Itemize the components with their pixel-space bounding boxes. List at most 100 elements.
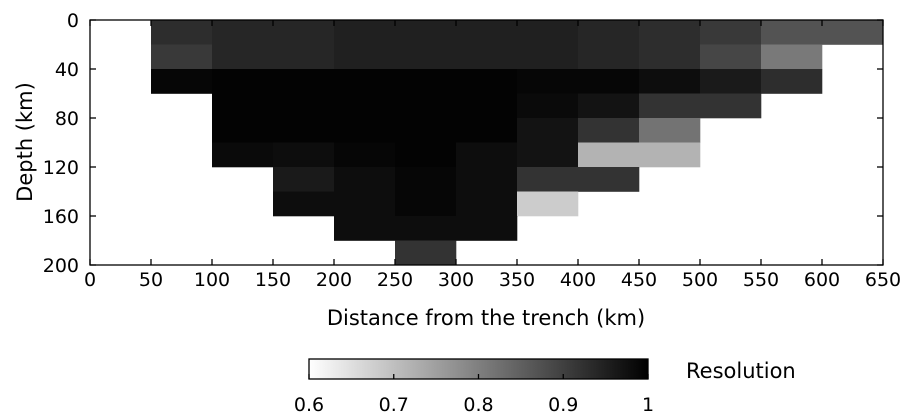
- heatmap-cell: [578, 44, 640, 70]
- colorbar-ticks: 0.6 0.7 0.8 0.9 1: [294, 374, 654, 416]
- heatmap-cell: [334, 167, 396, 192]
- x-tick-label: 650: [865, 269, 901, 291]
- heatmap-cell: [273, 20, 335, 45]
- heatmap-cell: [578, 69, 640, 94]
- plot-frame: [89, 19, 884, 266]
- x-tick-label: 300: [438, 269, 474, 291]
- y-axis-label: Depth (km): [13, 82, 37, 202]
- heatmap-cell: [578, 142, 640, 168]
- heatmap-cell: [151, 44, 213, 70]
- heatmap-cell: [395, 216, 457, 241]
- heatmap-cell: [761, 20, 823, 45]
- heatmap-cell: [639, 118, 701, 143]
- colorbar-tick-label: 0.6: [294, 394, 324, 416]
- heatmap-cell: [517, 191, 579, 217]
- heatmap-cell: [517, 167, 579, 192]
- heatmap-cell: [639, 44, 701, 70]
- heatmap-cell: [334, 93, 396, 119]
- heatmap-cell: [395, 20, 457, 45]
- heatmap-cell: [456, 118, 518, 143]
- heatmap-cell: [700, 69, 762, 94]
- x-tick-label: 450: [621, 269, 657, 291]
- x-tick-label: 550: [743, 269, 779, 291]
- x-tick-label: 600: [804, 269, 840, 291]
- heatmap-cell: [517, 142, 579, 168]
- heatmap-cell: [334, 191, 396, 217]
- y-tick-label: 0: [67, 10, 79, 32]
- heatmap-cell: [578, 93, 640, 119]
- heatmap-cell: [517, 44, 579, 70]
- heatmap-cell: [395, 69, 457, 94]
- heatmap-cell: [517, 69, 579, 94]
- x-tick-label: 500: [682, 269, 718, 291]
- y-tick-label: 80: [55, 108, 79, 130]
- heatmap-cell: [151, 20, 213, 45]
- heatmap-cell: [639, 20, 701, 45]
- heatmap-cell: [578, 167, 640, 192]
- heatmap-cell: [334, 118, 396, 143]
- heatmap-cell: [395, 142, 457, 168]
- y-tick-label: 40: [55, 59, 79, 81]
- heatmap-cell: [700, 93, 762, 119]
- heatmap-cell: [456, 167, 518, 192]
- heatmap-cell: [212, 69, 274, 94]
- x-axis-label: Distance from the trench (km): [327, 306, 645, 330]
- heatmap-cell: [639, 93, 701, 119]
- heatmap-cell: [517, 93, 579, 119]
- heatmap-cell: [639, 69, 701, 94]
- heatmap-cell: [578, 118, 640, 143]
- heatmap-cell: [273, 191, 335, 217]
- heatmap-cell: [334, 216, 396, 241]
- x-tick-label: 150: [255, 269, 291, 291]
- x-tick-label: 50: [139, 269, 163, 291]
- heatmap-cell: [578, 20, 640, 45]
- heatmap-cells: [151, 20, 884, 266]
- heatmap-cell: [395, 191, 457, 217]
- heatmap-cell: [273, 93, 335, 119]
- x-tick-label: 350: [499, 269, 535, 291]
- heatmap-cell: [761, 69, 823, 94]
- heatmap-cell: [334, 69, 396, 94]
- heatmap-cell: [700, 20, 762, 45]
- heatmap-cell: [456, 191, 518, 217]
- heatmap-cell: [212, 20, 274, 45]
- axis-ticks: 0 50 100 150 200 250 300 350 400 450 500 550 600 650 0…: [43, 10, 901, 291]
- heatmap-cell: [212, 44, 274, 70]
- y-tick-label: 200: [43, 255, 79, 277]
- heatmap-cell: [456, 44, 518, 70]
- heatmap-cell: [273, 142, 335, 168]
- heatmap-cell: [761, 44, 823, 70]
- colorbar-tick-label: 0.9: [548, 394, 578, 416]
- heatmap-cell: [212, 142, 274, 168]
- colorbar-label: Resolution: [686, 359, 796, 383]
- heatmap-cell: [212, 93, 274, 119]
- heatmap-cell: [334, 44, 396, 70]
- heatmap-cell: [395, 240, 457, 266]
- heatmap-cell: [517, 20, 579, 45]
- heatmap-cell: [395, 44, 457, 70]
- x-tick-label: 0: [84, 269, 96, 291]
- heatmap-cell: [273, 69, 335, 94]
- heatmap-cell: [273, 167, 335, 192]
- colorbar-tick-label: 1: [642, 394, 654, 416]
- heatmap-cell: [456, 142, 518, 168]
- colorbar-tick-label: 0.8: [463, 394, 493, 416]
- y-tick-label: 160: [43, 206, 79, 228]
- heatmap-cell: [700, 44, 762, 70]
- heatmap-cell: [273, 118, 335, 143]
- heatmap-cell: [456, 93, 518, 119]
- heatmap-cell: [639, 142, 701, 168]
- y-tick-label: 120: [43, 157, 79, 179]
- x-tick-label: 400: [560, 269, 596, 291]
- heatmap-cell: [395, 118, 457, 143]
- heatmap-cell: [151, 69, 213, 94]
- heatmap-cell: [456, 20, 518, 45]
- x-tick-label: 250: [377, 269, 413, 291]
- heatmap-cell: [456, 69, 518, 94]
- heatmap-cell: [456, 216, 518, 241]
- colorbar-tick-label: 0.7: [379, 394, 409, 416]
- heatmap-cell: [395, 167, 457, 192]
- x-tick-label: 100: [194, 269, 230, 291]
- heatmap-cell: [334, 142, 396, 168]
